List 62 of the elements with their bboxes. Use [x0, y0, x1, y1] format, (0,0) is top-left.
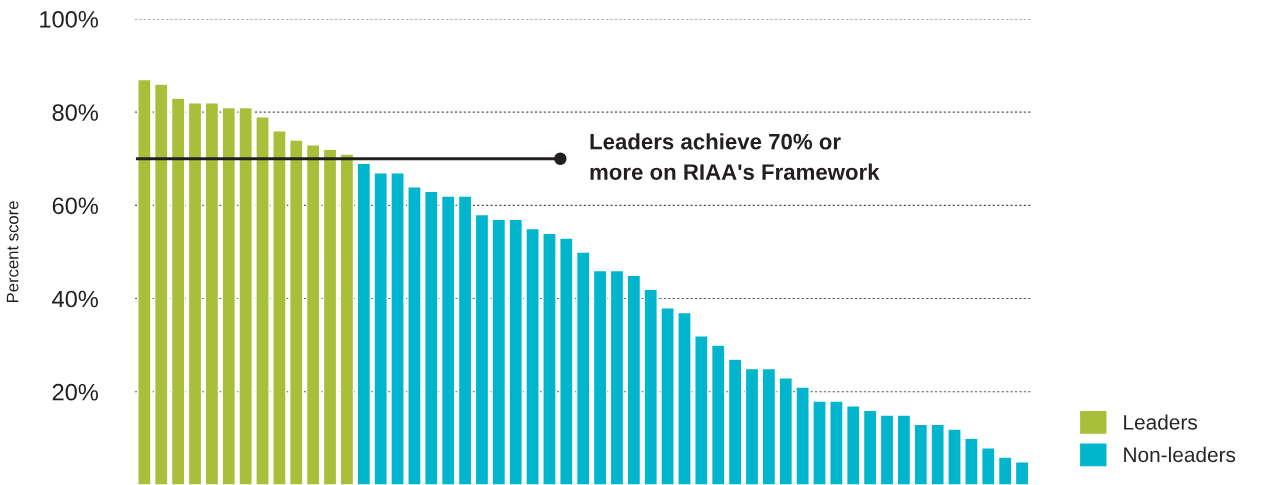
- y-tick-label: 100%: [40, 10, 98, 28]
- bar: [660, 307, 675, 485]
- bar: [710, 344, 726, 485]
- y-axis-title: Percent score: [6, 201, 19, 302]
- y-tick-label: 20%: [52, 383, 98, 401]
- bar: [305, 144, 321, 485]
- bar: [609, 269, 625, 485]
- bar: [879, 414, 895, 485]
- bar: [592, 269, 608, 485]
- bar: [322, 148, 338, 485]
- bar: [694, 335, 709, 485]
- bar: [221, 106, 237, 485]
- bar: [643, 288, 659, 485]
- bar: [137, 78, 152, 485]
- bar: [761, 367, 777, 485]
- bar: [238, 106, 253, 485]
- bar: [896, 414, 912, 485]
- y-tick-label: 60%: [52, 197, 98, 215]
- bar: [457, 195, 473, 485]
- bar: [153, 83, 169, 485]
- bar: [356, 162, 372, 485]
- bar: [440, 195, 456, 485]
- bar: [913, 423, 929, 485]
- bar: [407, 186, 422, 485]
- bar: [542, 232, 557, 485]
- bar: [862, 409, 878, 485]
- bar: [575, 251, 591, 485]
- bar: [930, 423, 945, 485]
- legend-label: Leaders: [1124, 414, 1197, 430]
- bar: [339, 153, 355, 485]
- bar: [677, 311, 692, 485]
- bar: [289, 139, 304, 485]
- bar: [626, 274, 642, 485]
- bar: [778, 377, 794, 485]
- bar: [727, 358, 743, 485]
- bar: [525, 227, 540, 485]
- ref-line-label: Leaders achieve 70% or more on RIAA's Framework: [590, 133, 880, 180]
- bar: [964, 437, 979, 485]
- bar: [272, 130, 287, 485]
- bar: [204, 102, 220, 485]
- bar: [424, 190, 439, 485]
- bar: [390, 172, 405, 485]
- bar: [187, 102, 203, 485]
- bar: [491, 218, 507, 485]
- bar: [559, 237, 574, 485]
- bar: [947, 428, 962, 485]
- legend-label: Non-leaders: [1124, 446, 1236, 463]
- bar: [812, 400, 827, 485]
- bar: [981, 447, 996, 485]
- bar: [997, 456, 1013, 485]
- bar: [845, 405, 861, 485]
- y-tick-label: 40%: [52, 290, 98, 308]
- bar: [795, 386, 810, 485]
- bar: [373, 172, 388, 485]
- bar: [1014, 461, 1030, 485]
- y-tick-label: 80%: [52, 104, 98, 121]
- bar: [508, 218, 523, 485]
- bar: [255, 116, 270, 485]
- bar: [744, 367, 760, 485]
- bar: [829, 400, 844, 485]
- bar: [474, 213, 490, 485]
- bar: [170, 97, 186, 485]
